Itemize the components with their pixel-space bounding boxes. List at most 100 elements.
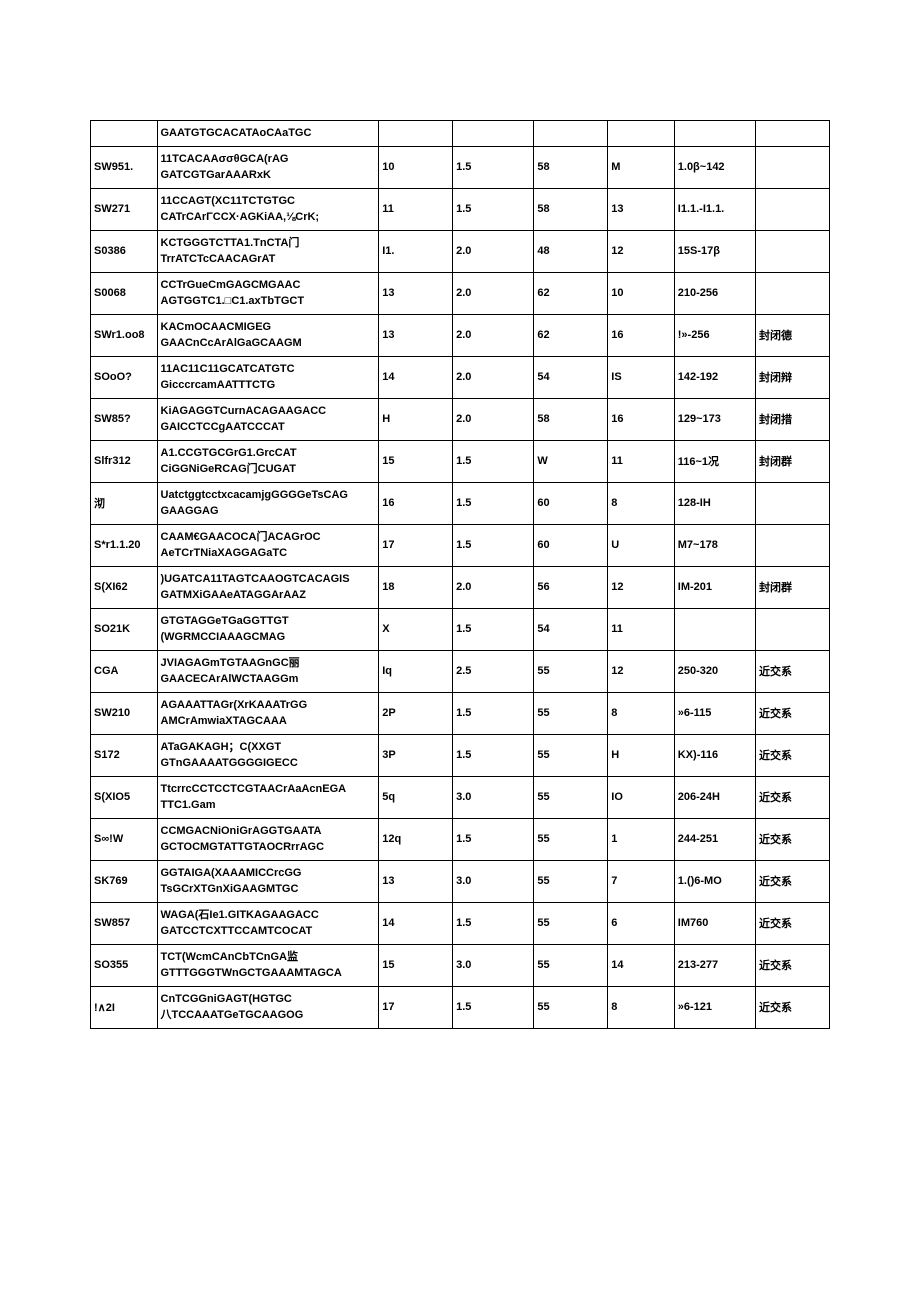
cell-c6: U [608, 524, 675, 566]
cell-c4: 3.0 [453, 944, 534, 986]
cell-id: SW210 [91, 692, 158, 734]
cell-c7: 244-251 [674, 818, 755, 860]
cell-c4: 3.0 [453, 776, 534, 818]
sequence-line: 11TCACAAσσθGCA(rAG [161, 151, 376, 168]
cell-id: SO21K [91, 608, 158, 650]
cell-sequence: CCTrGueCmGAGCMGAACAGTGGTC1.□C1.axTbTGCT [157, 272, 379, 314]
sequence-line: GATCGTGarAAARxK [161, 167, 376, 184]
table-row: SW210AGAAATTAGr(XrKAAATrGGAMCrAmwiaXTAGC… [91, 692, 830, 734]
sequence-line: CAAM€GAACOCA门ACAGrOC [161, 529, 376, 546]
cell-c3: I1. [379, 230, 453, 272]
sequence-line: 11AC11C11GCATCATGTC [161, 361, 376, 378]
table-row: CGAJVIAGAGmTGTAAGnGC丽GAACECArAlWCTAAGGmI… [91, 650, 830, 692]
cell-id: SW271 [91, 188, 158, 230]
sequence-line: TrrATCTcCAACAGrAT [161, 251, 376, 268]
cell-c8: 近交系 [756, 986, 830, 1028]
cell-c7: »6-121 [674, 986, 755, 1028]
cell-c6: 12 [608, 650, 675, 692]
cell-id: S0068 [91, 272, 158, 314]
cell-c3 [379, 121, 453, 147]
cell-c5 [534, 121, 608, 147]
cell-c4: 1.5 [453, 608, 534, 650]
cell-c4: 2.0 [453, 230, 534, 272]
cell-c6: 12 [608, 566, 675, 608]
sequence-line: GGTAIGA(XAAAMICCrcGG [161, 865, 376, 882]
cell-id: SWr1.oo8 [91, 314, 158, 356]
cell-c8: 近交系 [756, 734, 830, 776]
sequence-line: A1.CCGTGCGrG1.GrcCAT [161, 445, 376, 462]
cell-c7: 129~173 [674, 398, 755, 440]
cell-sequence: WAGA(石Ie1.GITKAGAAGACCGATCCTCXTTCCAMTCOC… [157, 902, 379, 944]
cell-c6: IS [608, 356, 675, 398]
table-row: SW857WAGA(石Ie1.GITKAGAAGACCGATCCTCXTTCCA… [91, 902, 830, 944]
cell-c4: 2.5 [453, 650, 534, 692]
cell-c7 [674, 121, 755, 147]
cell-c7: »6-115 [674, 692, 755, 734]
cell-c5: 60 [534, 524, 608, 566]
cell-c4: 1.5 [453, 734, 534, 776]
cell-sequence: JVIAGAGmTGTAAGnGC丽GAACECArAlWCTAAGGm [157, 650, 379, 692]
sequence-line: TCT(WcmCAnCbTCnGA监 [161, 949, 376, 966]
cell-c6: 8 [608, 986, 675, 1028]
cell-c3: 13 [379, 860, 453, 902]
cell-c5: W [534, 440, 608, 482]
table-row: S0386KCTGGGTCTTA1.TnCTA门TrrATCTcCAACAGrA… [91, 230, 830, 272]
table-row: SW27111CCAGT(XC11TCTGTGCCATrCArΓCCX·AGKi… [91, 188, 830, 230]
cell-c6: 11 [608, 608, 675, 650]
sequence-line: GAICCTCCgAATCCCAT [161, 419, 376, 436]
cell-c7: I1.1.-I1.1. [674, 188, 755, 230]
sequence-line: AMCrAmwiaXTAGCAAA [161, 713, 376, 730]
cell-sequence: 11TCACAAσσθGCA(rAGGATCGTGarAAARxK [157, 146, 379, 188]
cell-c4: 1.5 [453, 986, 534, 1028]
table-row: S(XIO5TtcrrcCCTCCTCGTAACrAaAcnEGATTC1.Ga… [91, 776, 830, 818]
table-row: SOoO?11AC11C11GCATCATGTCGicccrcamAATTTCT… [91, 356, 830, 398]
cell-c6: 16 [608, 314, 675, 356]
cell-c8 [756, 188, 830, 230]
cell-c7: 210-256 [674, 272, 755, 314]
cell-id: SK769 [91, 860, 158, 902]
cell-c7: 15S-17β [674, 230, 755, 272]
table-row: S0068CCTrGueCmGAGCMGAACAGTGGTC1.□C1.axTb… [91, 272, 830, 314]
sequence-line: (WGRMCCIAAAGCMAG [161, 629, 376, 646]
cell-c3: 16 [379, 482, 453, 524]
cell-c7: !»-256 [674, 314, 755, 356]
cell-c6: 12 [608, 230, 675, 272]
sequence-line: JVIAGAGmTGTAAGnGC丽 [161, 655, 376, 672]
sequence-line: AGTGGTC1.□C1.axTbTGCT [161, 293, 376, 310]
cell-c6: 14 [608, 944, 675, 986]
cell-c7: 206-24H [674, 776, 755, 818]
cell-sequence: A1.CCGTGCGrG1.GrcCATCiGGNiGeRCAG门CUGAT [157, 440, 379, 482]
cell-c7: 1.()6-MO [674, 860, 755, 902]
sequence-line: GTGTAGGeTGaGGTTGT [161, 613, 376, 630]
cell-c5: 55 [534, 860, 608, 902]
sequence-line: GicccrcamAATTTCTG [161, 377, 376, 394]
cell-id: S(XIO5 [91, 776, 158, 818]
cell-c6: IO [608, 776, 675, 818]
cell-c8: 近交系 [756, 692, 830, 734]
cell-c7: 142-192 [674, 356, 755, 398]
sequence-line: CiGGNiGeRCAG门CUGAT [161, 461, 376, 478]
cell-c7: 213-277 [674, 944, 755, 986]
table-row: SWr1.oo8KACmOCAACMIGEGGAACnCcArAlGaGCAAG… [91, 314, 830, 356]
cell-sequence: AGAAATTAGr(XrKAAATrGGAMCrAmwiaXTAGCAAA [157, 692, 379, 734]
sequence-line: GCTOCMGTATTGTAOCRrrAGC [161, 839, 376, 856]
cell-c7: 250-320 [674, 650, 755, 692]
sequence-line: 八TCCAAATGeTGCAAGOG [161, 1007, 376, 1024]
table-row: SW951.11TCACAAσσθGCA(rAGGATCGTGarAAARxK1… [91, 146, 830, 188]
cell-c5: 60 [534, 482, 608, 524]
cell-id: SW857 [91, 902, 158, 944]
sequence-line: GTnGAAAATGGGGIGECC [161, 755, 376, 772]
table-row: SW85?KiAGAGGTCurnACAGAAGACCGAICCTCCgAATC… [91, 398, 830, 440]
cell-sequence: CnTCGGniGAGT(HGTGC八TCCAAATGeTGCAAGOG [157, 986, 379, 1028]
cell-c6: 8 [608, 692, 675, 734]
cell-c5: 58 [534, 398, 608, 440]
cell-c4: 1.5 [453, 818, 534, 860]
sequence-line: KCTGGGTCTTA1.TnCTA门 [161, 235, 376, 252]
cell-id: S(XI62 [91, 566, 158, 608]
cell-c6: 11 [608, 440, 675, 482]
sequence-line: CCTrGueCmGAGCMGAAC [161, 277, 376, 294]
cell-id [91, 121, 158, 147]
cell-c3: 15 [379, 440, 453, 482]
cell-c5: 58 [534, 146, 608, 188]
sequence-line: GAAGGAG [161, 503, 376, 520]
